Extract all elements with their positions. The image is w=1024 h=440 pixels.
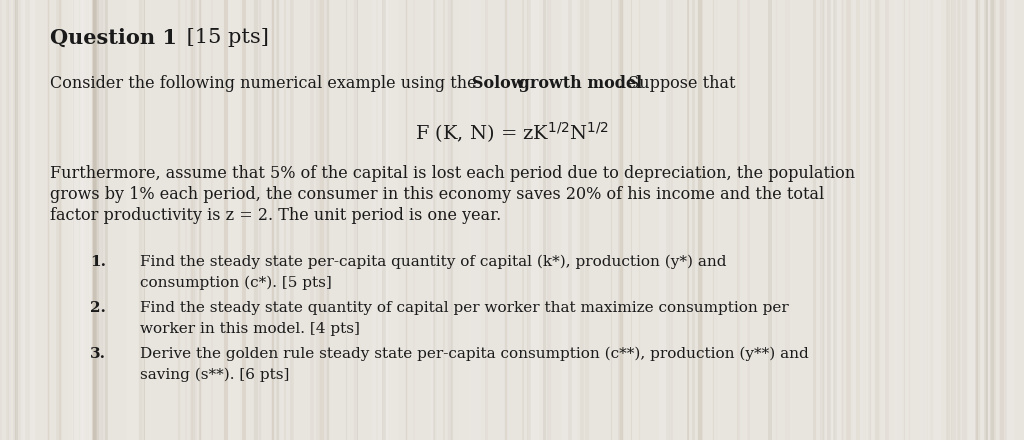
Text: Derive the golden rule steady state per-capita consumption (c**), production (y*: Derive the golden rule steady state per-… (140, 347, 809, 361)
Text: grows by 1% each period, the consumer in this economy saves 20% of his income an: grows by 1% each period, the consumer in… (50, 186, 824, 203)
Text: worker in this model. [4 pts]: worker in this model. [4 pts] (140, 322, 359, 336)
Text: F (K, N) = zK$^{1/2}$N$^{1/2}$: F (K, N) = zK$^{1/2}$N$^{1/2}$ (415, 120, 609, 145)
Text: growth model: growth model (513, 75, 642, 92)
Text: factor productivity is z = 2. The unit period is one year.: factor productivity is z = 2. The unit p… (50, 207, 502, 224)
Text: [15 pts]: [15 pts] (180, 28, 269, 47)
Text: saving (s**). [6 pts]: saving (s**). [6 pts] (140, 368, 290, 382)
Text: Furthermore, assume that 5% of the capital is lost each period due to depreciati: Furthermore, assume that 5% of the capit… (50, 165, 855, 182)
Text: 3.: 3. (90, 347, 106, 361)
Text: . Suppose that: . Suppose that (618, 75, 735, 92)
Text: Consider the following numerical example using the: Consider the following numerical example… (50, 75, 481, 92)
Text: 1.: 1. (90, 255, 106, 269)
Text: Question 1: Question 1 (50, 28, 177, 48)
Text: Solow: Solow (472, 75, 524, 92)
Text: 2.: 2. (90, 301, 105, 315)
Text: Find the steady state per-capita quantity of capital (k*), production (y*) and: Find the steady state per-capita quantit… (140, 255, 726, 269)
Text: Find the steady state quantity of capital per worker that maximize consumption p: Find the steady state quantity of capita… (140, 301, 788, 315)
Text: consumption (c*). [5 pts]: consumption (c*). [5 pts] (140, 276, 332, 290)
